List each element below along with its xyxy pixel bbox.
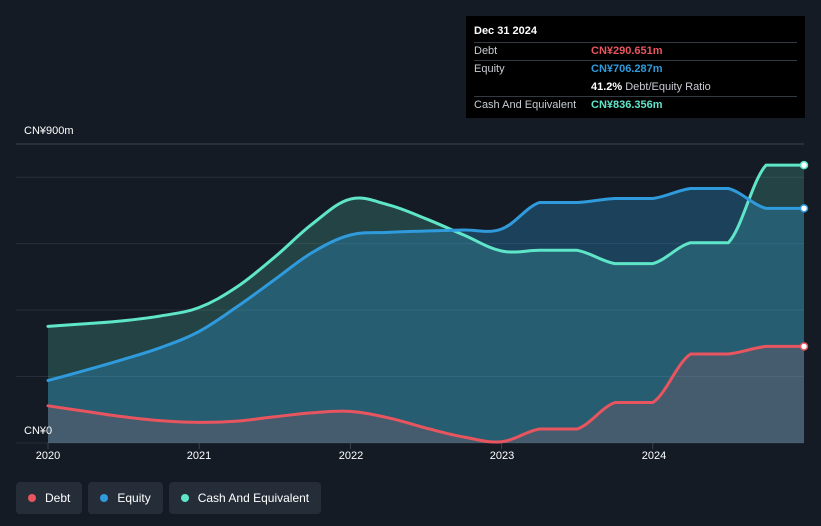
debt-end-marker (799, 342, 809, 351)
tooltip-ratio-caption: Debt/Equity Ratio (625, 81, 711, 93)
legend-label-cash: Cash And Equivalent (197, 491, 310, 505)
debt-line (46, 344, 806, 444)
cash-and-equivalent-end-marker (799, 160, 809, 170)
equity-line (46, 187, 806, 382)
tooltip-value-ratio: 41.2% (591, 81, 623, 93)
debt-dot-icon (28, 494, 36, 502)
legend-item-debt[interactable]: Debt (16, 482, 83, 514)
cash-and-equivalent-line (46, 163, 806, 328)
legend-label-equity: Equity (117, 491, 151, 505)
tooltip-row-debt: Debt CN¥290.651m (474, 42, 797, 60)
tooltip-value-equity: CN¥706.287m (591, 63, 663, 75)
tooltip-row-ratio: 41.2% Debt/Equity Ratio (474, 78, 797, 96)
legend-label-debt: Debt (45, 491, 71, 505)
x-tick-label-2020: 2020 (35, 450, 61, 462)
tooltip-value-debt: CN¥290.651m (591, 45, 663, 57)
debt-area (48, 346, 804, 443)
legend-item-equity[interactable]: Equity (88, 482, 163, 514)
chart-legend: Debt Equity Cash And Equivalent (16, 482, 322, 514)
x-tick-label-2022: 2022 (338, 450, 364, 462)
tooltip-label-equity: Equity (474, 63, 505, 75)
tooltip-row-equity: Equity CN¥706.287m (474, 60, 797, 78)
x-tick-label-2021: 2021 (186, 450, 212, 462)
x-tick-label-2023: 2023 (489, 450, 515, 462)
tooltip-label-cash: Cash And Equivalent (474, 99, 577, 111)
tooltip-label-debt: Debt (474, 45, 498, 57)
y-tick-label-zero: CN¥0 (24, 425, 53, 437)
x-tick-label-2024: 2024 (641, 450, 667, 462)
cash-dot-icon (180, 494, 189, 502)
equity-area (48, 188, 804, 443)
y-tick-label-max: CN¥900m (24, 125, 74, 137)
equity-end-marker (799, 204, 809, 213)
tooltip-date: Dec 31 2024 (474, 25, 537, 37)
tooltip-row-cash: Cash And Equivalent CN¥836.356m (474, 96, 797, 114)
equity-dot-icon (100, 494, 109, 502)
chart-tooltip: Dec 31 2024 Debt CN¥290.651m Equity CN¥7… (466, 16, 805, 118)
tooltip-value-cash: CN¥836.356m (591, 99, 663, 111)
legend-item-cash[interactable]: Cash And Equivalent (168, 482, 322, 514)
cash-and-equivalent-area (48, 165, 804, 443)
tooltip-label-ratio (474, 79, 591, 96)
